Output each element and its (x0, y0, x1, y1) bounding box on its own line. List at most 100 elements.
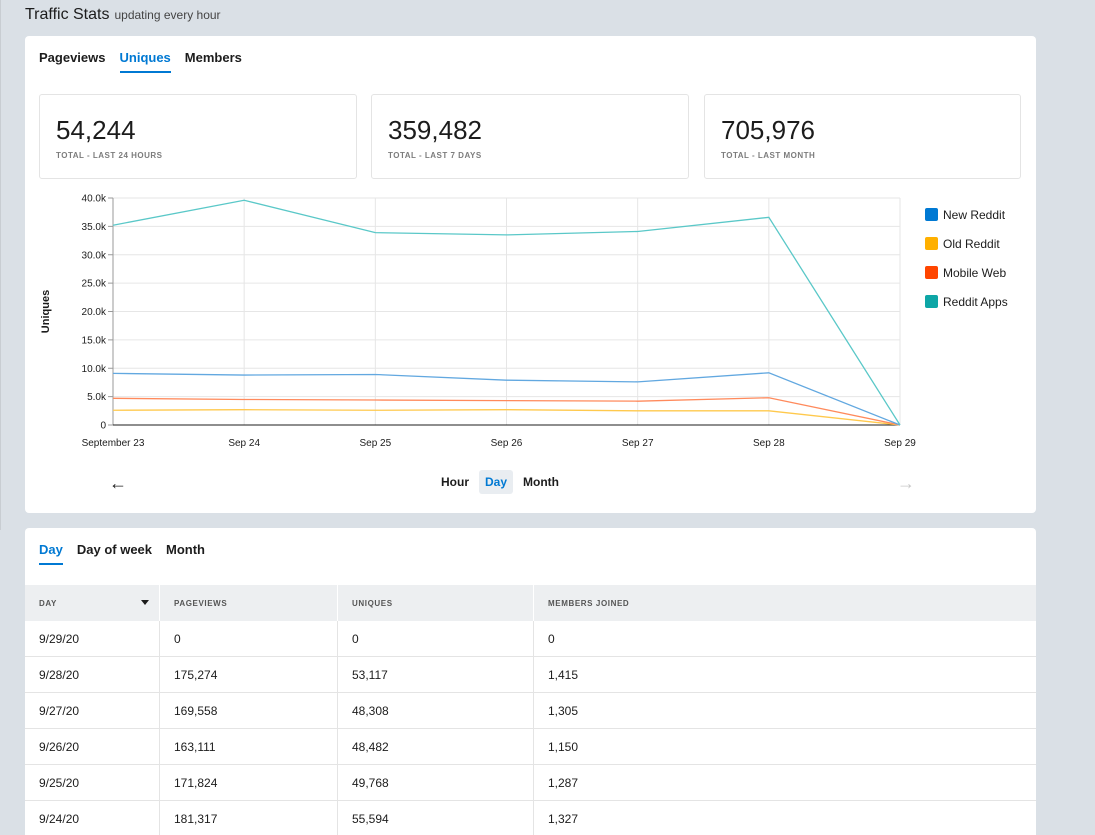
cell-day: 9/27/20 (25, 692, 160, 729)
metric-tabs: Pageviews Uniques Members (39, 50, 242, 73)
cell-day: 9/26/20 (25, 728, 160, 765)
column-header-label: DAY (39, 598, 57, 608)
left-edge-strip (0, 0, 1, 530)
cell-members-joined: 1,150 (548, 739, 579, 754)
granularity-day-button[interactable]: Day (479, 470, 514, 494)
page-title: Traffic Stats (25, 6, 110, 23)
cell-uniques: 48,308 (338, 692, 534, 729)
table-period-tabs: Day Day of week Month (39, 542, 205, 565)
y-tick-label: 5.0k (87, 392, 107, 403)
y-tick-label: 10.0k (82, 364, 107, 375)
y-tick-label: 15.0k (82, 335, 107, 346)
legend-swatch (925, 295, 938, 308)
granularity-month-button[interactable]: Month (523, 475, 559, 489)
cell-members-joined: 1,287 (548, 775, 579, 790)
series-line-old-reddit (112, 409, 901, 426)
x-tick-label: Sep 29 (884, 438, 916, 449)
x-tick-label: Sep 28 (753, 438, 785, 449)
stat-value: 359,482 (388, 115, 482, 145)
y-tick-label: 40.0k (82, 194, 107, 205)
column-header-pageviews[interactable]: PAGEVIEWS (160, 585, 338, 621)
column-header-label: MEMBERS JOINED (548, 598, 630, 608)
legend-label: New Reddit (943, 207, 1006, 222)
arrow-right-icon[interactable]: → (897, 473, 915, 493)
stat-value: 705,976 (721, 115, 815, 145)
stat-label: TOTAL - LAST 24 HOURS (56, 151, 163, 160)
y-tick-label: 30.0k (82, 250, 107, 261)
cell-uniques: 49,768 (338, 764, 534, 801)
y-tick-label: 25.0k (82, 279, 107, 290)
series-line-new-reddit (112, 372, 901, 426)
arrow-left-icon[interactable]: ← (109, 473, 127, 493)
column-header-label: UNIQUES (352, 598, 393, 608)
uniques-line-chart: 0 5.0k 10.0k 15.0k 20.0k 25.0k 30.0k 35.0k 40.0k… (40, 194, 916, 450)
x-tick-label: Sep 24 (228, 438, 260, 449)
cell-pageviews: 163,111 (160, 728, 338, 765)
tab-pageviews[interactable]: Pageviews (39, 50, 106, 65)
cell-members-joined: 1,415 (548, 667, 579, 682)
cell-members-joined: 0 (548, 631, 555, 646)
stat-box-7d: 359,482 TOTAL - LAST 7 DAYS (371, 94, 689, 179)
stat-label: TOTAL - LAST 7 DAYS (388, 151, 482, 160)
page-subtitle: updating every hour (114, 8, 221, 22)
legend-item-mobile-web[interactable]: Mobile Web (925, 258, 1008, 287)
x-tick-label: Sep 25 (359, 438, 391, 449)
table-row: 9/26/20 163,111 48,482 1,150 (25, 728, 1036, 765)
table-row: 9/24/20 181,317 55,594 1,327 (25, 800, 1036, 835)
cell-pageviews: 0 (160, 620, 338, 657)
traffic-chart-card: Pageviews Uniques Members 54,244 TOTAL -… (25, 36, 1036, 513)
traffic-table-card: Day Day of week Month DAY PAGEVIEWS UNIQ… (25, 528, 1036, 835)
legend-label: Mobile Web (943, 265, 1007, 280)
legend-swatch (925, 237, 938, 250)
y-axis-label: Uniques (40, 290, 52, 333)
sort-down-icon[interactable] (141, 600, 149, 605)
cell-pageviews: 171,824 (160, 764, 338, 801)
tab-members[interactable]: Members (184, 50, 242, 65)
cell-pageviews: 181,317 (160, 800, 338, 835)
cell-members-joined: 1,305 (548, 703, 579, 718)
column-header-label: PAGEVIEWS (174, 598, 228, 608)
granularity-hour-button[interactable]: Hour (441, 475, 469, 489)
legend-label: Reddit Apps (943, 294, 1008, 309)
y-tick-label: 35.0k (82, 222, 107, 233)
column-header-members-joined[interactable]: MEMBERS JOINED (534, 585, 1036, 621)
table-row: 9/25/20 171,824 49,768 1,287 (25, 764, 1036, 801)
cell-day: 9/28/20 (25, 656, 160, 693)
tab-uniques[interactable]: Uniques (119, 50, 171, 73)
y-tick-label: 0 (100, 421, 106, 432)
legend-item-old-reddit[interactable]: Old Reddit (925, 229, 1008, 258)
tab-day[interactable]: Day (39, 542, 63, 565)
table-row: 9/27/20 169,558 48,308 1,305 (25, 692, 1036, 729)
stat-label: TOTAL - LAST MONTH (721, 151, 816, 160)
cell-uniques: 48,482 (338, 728, 534, 765)
x-tick-label: Sep 26 (491, 438, 523, 449)
x-tick-label: September 23 (82, 438, 145, 449)
cell-uniques: 55,594 (338, 800, 534, 835)
stat-box-month: 705,976 TOTAL - LAST MONTH (704, 94, 1021, 179)
table-header: DAY PAGEVIEWS UNIQUES MEMBERS JOINED (25, 585, 1036, 621)
cell-pageviews: 175,274 (160, 656, 338, 693)
legend-item-reddit-apps[interactable]: Reddit Apps (925, 287, 1008, 316)
column-header-uniques[interactable]: UNIQUES (338, 585, 534, 621)
chart-legend: New Reddit Old Reddit Mobile Web Reddit … (925, 200, 1008, 316)
traffic-table: DAY PAGEVIEWS UNIQUES MEMBERS JOINED 9/2… (25, 585, 1036, 835)
cell-uniques: 0 (338, 620, 534, 657)
stat-box-24h: 54,244 TOTAL - LAST 24 HOURS (39, 94, 357, 179)
x-tick-label: Sep 27 (622, 438, 654, 449)
series-line-reddit-apps (112, 199, 901, 426)
y-tick-label: 20.0k (82, 307, 107, 318)
legend-label: Old Reddit (943, 236, 1000, 251)
cell-pageviews: 169,558 (160, 692, 338, 729)
column-header-day[interactable]: DAY (25, 585, 160, 621)
legend-item-new-reddit[interactable]: New Reddit (925, 200, 1008, 229)
legend-swatch (925, 266, 938, 279)
cell-day: 9/25/20 (25, 764, 160, 801)
table-row: 9/28/20 175,274 53,117 1,415 (25, 656, 1036, 693)
series-line-mobile-web (112, 397, 901, 426)
stat-value: 54,244 (56, 115, 136, 145)
cell-uniques: 53,117 (338, 656, 534, 693)
page-header: Traffic Stats updating every hour (25, 6, 221, 24)
tab-month[interactable]: Month (166, 542, 205, 557)
tab-day-of-week[interactable]: Day of week (76, 542, 153, 557)
cell-members-joined: 1,327 (548, 811, 579, 826)
